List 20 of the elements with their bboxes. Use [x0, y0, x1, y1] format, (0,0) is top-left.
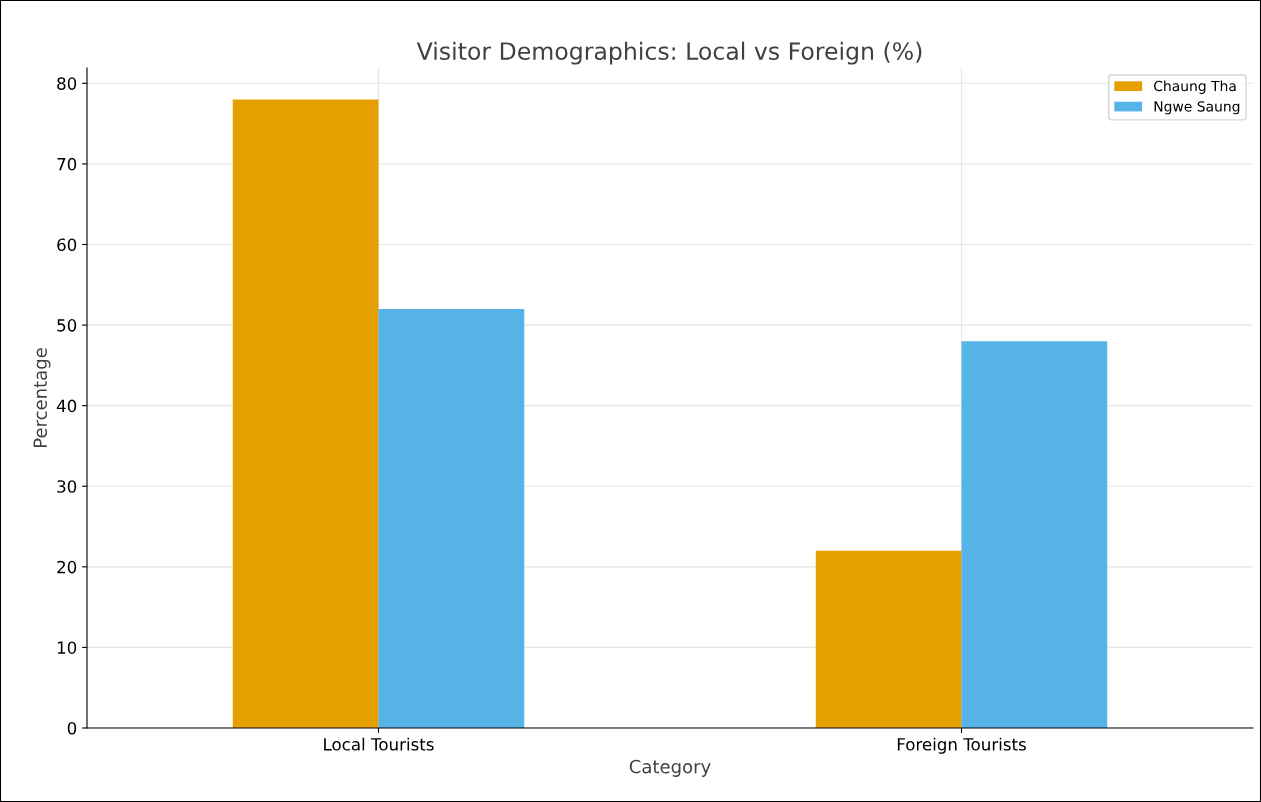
- x-tick-label: Foreign Tourists: [897, 737, 1026, 754]
- chart-title: Visitor Demographics: Local vs Foreign (%): [416, 41, 922, 65]
- y-tick-label: 80: [57, 77, 77, 90]
- y-axis-title: Percentage: [33, 348, 51, 448]
- y-tick-label: 50: [57, 319, 77, 332]
- y-tick-label: 20: [57, 560, 77, 574]
- x-axis-title: Category: [629, 759, 711, 777]
- y-tick-label: 0: [67, 721, 77, 735]
- y-tick-label: 30: [57, 480, 77, 493]
- bar: [232, 99, 379, 728]
- bar: [378, 308, 525, 728]
- legend-label: Chaung Tha: [1154, 80, 1236, 94]
- y-tick-label: 10: [57, 641, 77, 654]
- x-tick-label: Local Tourists: [324, 737, 434, 751]
- bar: [961, 341, 1108, 728]
- bar: [815, 550, 962, 728]
- y-tick-label: 40: [56, 399, 77, 413]
- legend-label: Ngwe Saung: [1154, 101, 1240, 115]
- y-tick-label: 70: [57, 157, 77, 171]
- y-tick-label: 60: [57, 238, 77, 252]
